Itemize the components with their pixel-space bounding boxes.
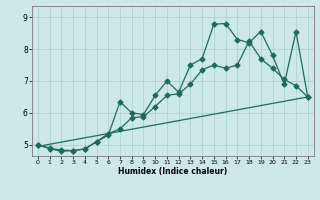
X-axis label: Humidex (Indice chaleur): Humidex (Indice chaleur) (118, 167, 228, 176)
